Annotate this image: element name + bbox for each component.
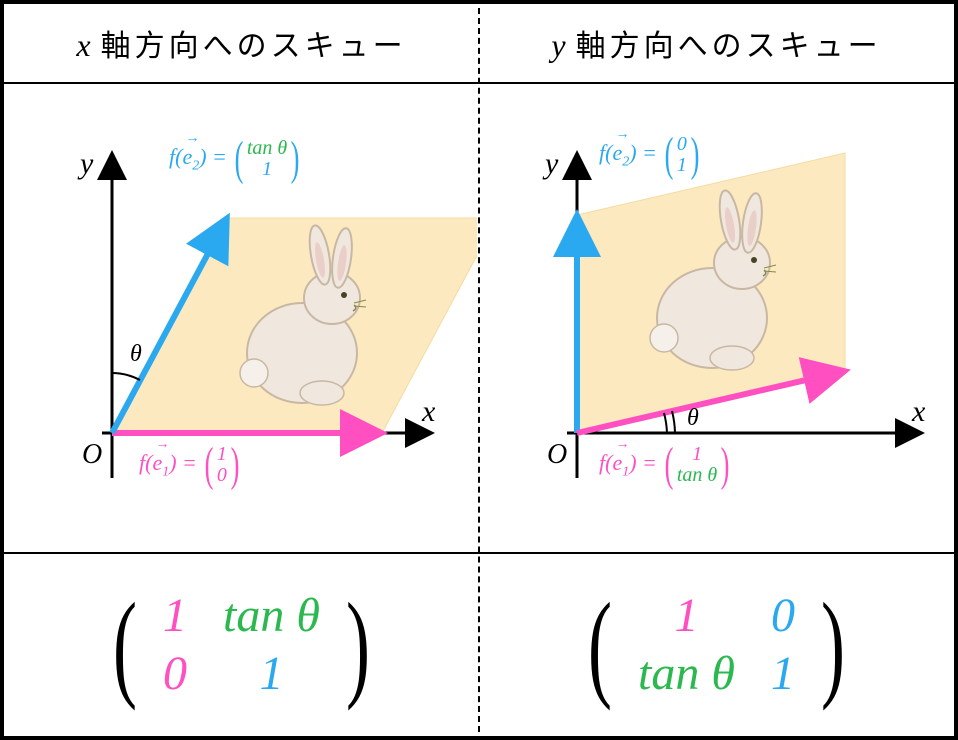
right-angle-label: θ (687, 405, 699, 431)
left-e1-bot: 0 (217, 465, 227, 486)
right-m-a11: 1 (674, 587, 698, 645)
left-matrix: ( 1 0 tan θ 1 ) (105, 587, 378, 702)
right-e1-bot: tan θ (677, 465, 717, 486)
right-diagram-cell: θ x y O (479, 84, 954, 552)
left-m-a11: 1 (163, 587, 187, 645)
left-e1-top: 1 (217, 444, 227, 465)
left-m-a12: tan θ (223, 587, 320, 645)
right-angle-arc-2 (672, 411, 675, 433)
right-origin-label: O (547, 439, 567, 470)
right-e1-formula: f(e→1) = ( 1 tan θ ) (599, 444, 733, 486)
left-e2-top: tan θ (247, 138, 287, 159)
right-matrix: ( 1 tan θ 0 1 ) (580, 587, 853, 702)
left-title-var: x (76, 27, 94, 63)
right-angle-arc (664, 413, 667, 433)
right-title-rest: 軸方向へのスキュー (576, 30, 882, 63)
right-e2-top: 0 (677, 134, 687, 155)
right-x-axis-label: x (911, 395, 926, 428)
left-e1-formula: f(e→1) = ( 1 0 ) (139, 444, 243, 486)
right-m-a22: 1 (771, 645, 795, 703)
right-y-axis-label: y (542, 147, 559, 180)
left-e2-bot: 1 (262, 159, 272, 180)
left-origin-label: O (82, 439, 102, 470)
left-e2-formula: f(e→2) = ( tan θ 1 ) (169, 138, 303, 180)
left-m-a22: 1 (259, 645, 283, 703)
right-title-var: y (551, 27, 569, 63)
left-angle-arc (112, 373, 140, 380)
right-e2-bot: 1 (677, 155, 687, 176)
left-y-axis-label: y (77, 147, 94, 180)
left-m-a21: 0 (163, 645, 187, 703)
right-m-a12: 0 (771, 587, 795, 645)
left-angle-label: θ (130, 341, 142, 367)
left-title-rest: 軸方向へのスキュー (101, 30, 407, 63)
left-matrix-cell: ( 1 0 tan θ 1 ) (4, 554, 479, 736)
diagram-row: θ x y O (4, 84, 954, 554)
left-title: x軸方向へのスキュー (76, 21, 406, 65)
right-header-cell: y軸方向へのスキュー (479, 4, 954, 82)
right-e2-formula: f(e→2) = ( 0 1 ) (599, 134, 703, 176)
left-header-cell: x軸方向へのスキュー (4, 4, 479, 82)
right-m-a21: tan θ (638, 645, 735, 703)
figure-container: x軸方向へのスキュー y軸方向へのスキュー (0, 0, 958, 740)
right-matrix-cell: ( 1 tan θ 0 1 ) (479, 554, 954, 736)
left-x-axis-label: x (421, 395, 436, 428)
right-e1-top: 1 (692, 444, 702, 465)
left-diagram-cell: θ x y O (4, 84, 479, 552)
right-title: y軸方向へのスキュー (551, 21, 881, 65)
